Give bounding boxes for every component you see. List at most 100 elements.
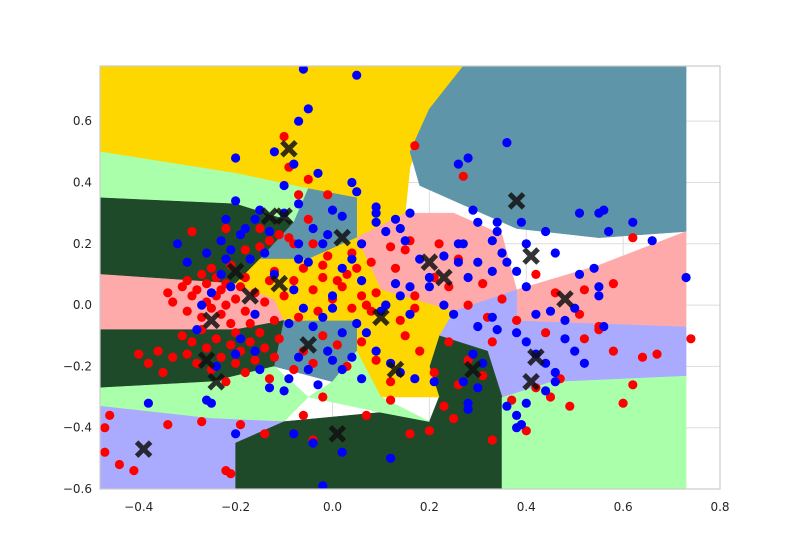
data-point — [502, 401, 512, 411]
data-point — [458, 171, 468, 181]
data-point — [294, 352, 304, 362]
data-point — [187, 337, 197, 347]
data-point — [231, 328, 241, 338]
data-point — [153, 346, 163, 356]
data-point — [327, 355, 338, 365]
data-point — [197, 417, 207, 427]
data-point — [318, 272, 328, 283]
centroid-x-marker — [226, 262, 245, 281]
data-point — [308, 223, 318, 234]
data-point — [327, 303, 338, 313]
data-point — [381, 226, 391, 237]
data-point — [158, 367, 168, 378]
y-tick-label: 0.4 — [73, 175, 92, 189]
data-point — [279, 131, 289, 142]
data-point — [289, 159, 299, 169]
data-point — [608, 279, 619, 289]
data-point — [177, 331, 187, 341]
data-point — [323, 190, 333, 200]
data-point — [570, 346, 580, 356]
centroid-x-marker — [372, 308, 390, 327]
data-point — [129, 466, 139, 476]
data-point — [303, 104, 313, 114]
data-point — [449, 309, 459, 319]
data-point — [100, 447, 110, 457]
data-point — [303, 257, 313, 267]
data-point — [235, 282, 246, 292]
data-point — [255, 223, 265, 234]
data-point — [216, 236, 226, 246]
data-point — [550, 377, 560, 387]
data-point — [463, 300, 473, 310]
data-point — [114, 459, 124, 470]
data-point — [337, 328, 347, 338]
data-point — [478, 279, 488, 289]
data-point — [511, 315, 522, 325]
data-point — [444, 337, 454, 347]
data-point — [521, 337, 531, 347]
data-point — [531, 309, 541, 319]
data-point — [386, 377, 396, 387]
data-point — [105, 410, 115, 420]
data-point — [545, 392, 556, 402]
data-point — [594, 208, 604, 218]
data-point — [206, 398, 216, 408]
data-point — [294, 199, 304, 209]
data-point — [497, 294, 507, 304]
data-point — [216, 309, 226, 319]
data-point — [511, 328, 522, 338]
data-point — [386, 242, 396, 252]
data-point — [250, 346, 260, 356]
data-point — [245, 254, 255, 264]
data-point — [405, 208, 415, 218]
data-point — [255, 242, 265, 252]
data-point — [216, 269, 226, 279]
data-point — [216, 352, 226, 362]
data-point — [371, 202, 381, 212]
data-point — [352, 187, 362, 197]
data-point — [357, 337, 367, 347]
data-point — [347, 177, 357, 188]
data-point — [487, 236, 497, 246]
data-point — [439, 300, 449, 310]
data-point — [599, 321, 609, 332]
data-point — [216, 285, 226, 295]
data-point — [240, 245, 250, 255]
data-point — [521, 398, 531, 408]
data-point — [686, 334, 696, 344]
data-point — [453, 239, 463, 249]
data-point — [337, 447, 347, 457]
centroid-x-marker — [197, 351, 216, 370]
data-point — [511, 266, 522, 276]
data-point — [492, 226, 502, 237]
y-tick-label: 0.6 — [73, 114, 92, 128]
data-point — [177, 282, 187, 292]
centroid-x-marker — [207, 372, 226, 391]
data-point — [318, 239, 328, 249]
data-point — [221, 377, 231, 387]
data-point — [541, 358, 551, 368]
data-point — [255, 364, 265, 375]
data-point — [337, 263, 347, 273]
y-axis-ticks: −0.6 −0.4 −0.2 0.0 0.2 0.4 0.6 — [63, 114, 92, 496]
data-point — [206, 263, 216, 273]
data-point — [347, 254, 357, 264]
data-point — [264, 383, 275, 393]
data-point — [361, 328, 371, 338]
data-point — [604, 226, 614, 237]
data-point — [400, 245, 410, 255]
data-point — [439, 401, 449, 411]
data-point — [245, 318, 255, 329]
data-point — [197, 300, 207, 310]
centroid-x-marker — [420, 253, 439, 271]
data-point — [221, 300, 231, 310]
data-point — [182, 306, 192, 316]
data-point — [332, 276, 342, 286]
data-point — [444, 282, 454, 292]
data-point — [429, 367, 439, 378]
centroid-x-marker — [527, 348, 545, 366]
data-point — [410, 141, 420, 151]
data-point — [579, 285, 590, 295]
centroid-x-marker — [522, 372, 540, 391]
data-point — [211, 334, 221, 344]
